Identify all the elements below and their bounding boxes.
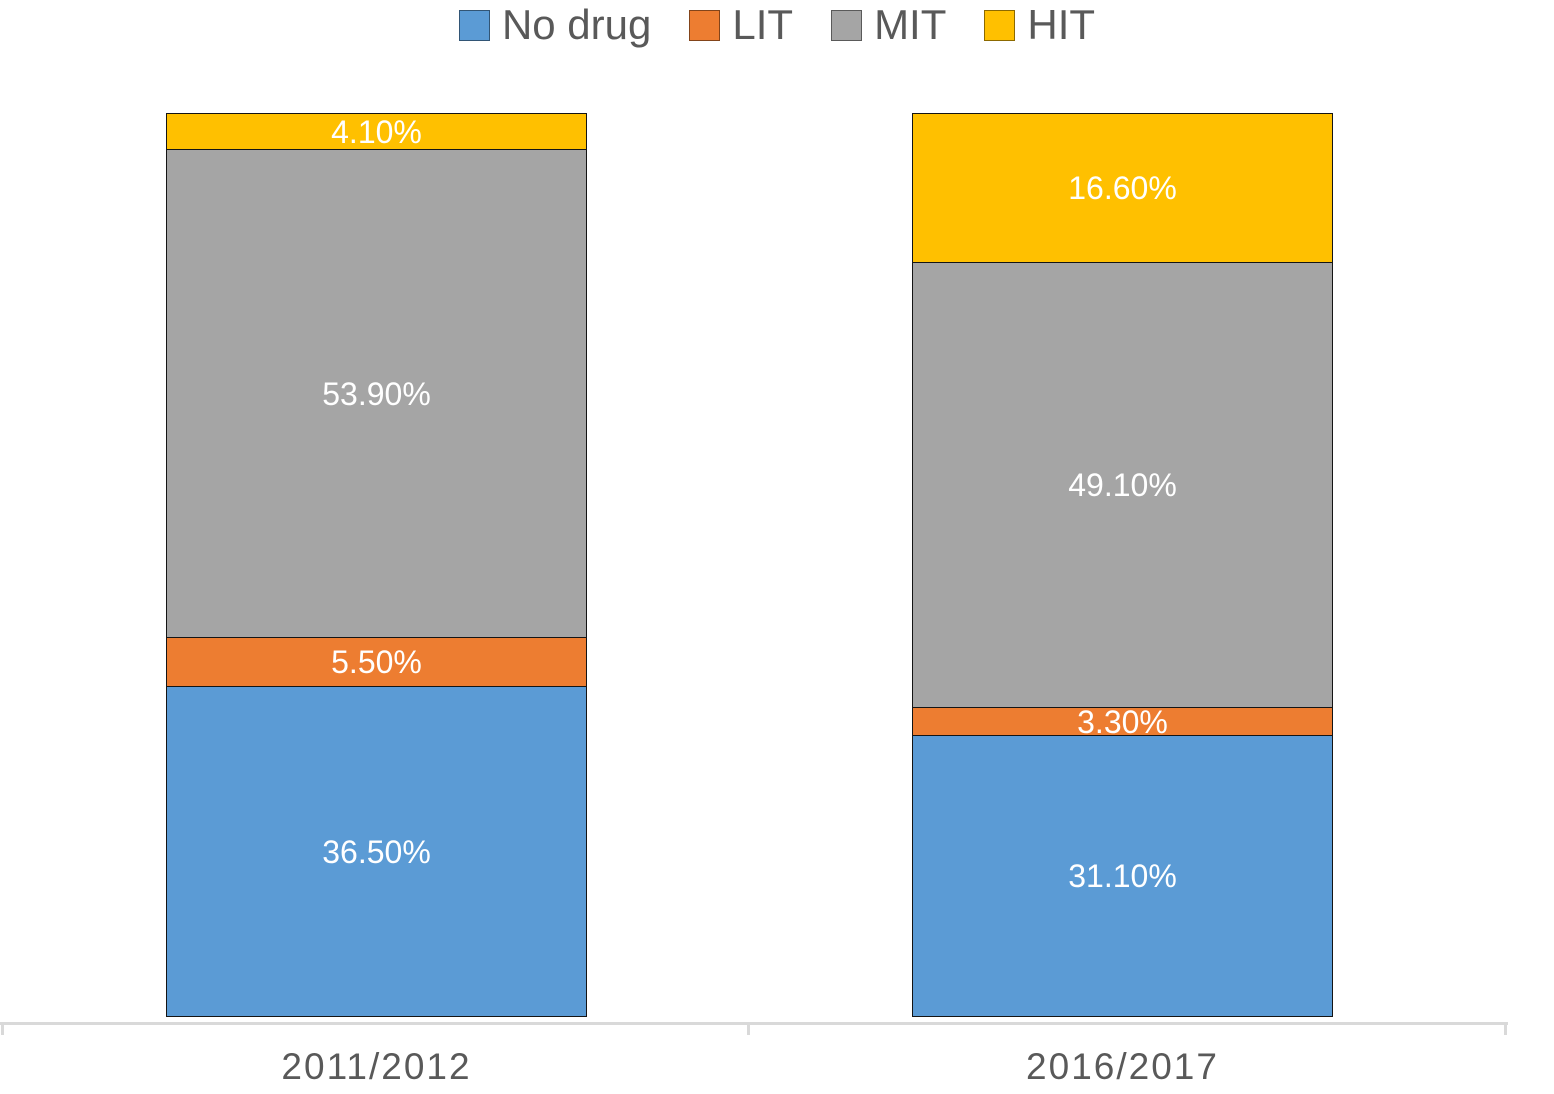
data-label: 31.10% [1068,858,1177,895]
data-label: 53.90% [322,375,431,412]
legend-item-no-drug: No drug [458,1,652,48]
legend-label: No drug [501,1,652,48]
data-label: 36.50% [322,833,431,870]
segment-no-drug-2016-2017: 31.10% [912,735,1333,1018]
x-axis-tick [1,1025,4,1035]
segment-hit-2011-2012: 4.10% [166,113,587,151]
data-label: 4.10% [331,113,422,150]
category-label: 2011/2012 [281,1046,472,1087]
data-label: 5.50% [331,644,422,681]
x-axis-line [0,1022,1508,1025]
legend-label: LIT [732,1,794,48]
segment-mit-2016-2017: 49.10% [912,262,1333,709]
legend-swatch-icon [689,9,721,41]
segment-hit-2016-2017: 16.60% [912,113,1333,264]
legend: No drug LIT MIT HIT [0,4,1554,46]
data-label: 3.30% [1077,703,1168,740]
legend-swatch-icon [458,9,490,41]
data-label: 49.10% [1068,467,1177,504]
data-label: 16.60% [1068,170,1177,207]
legend-label: HIT [1027,1,1096,48]
segment-no-drug-2011-2012: 36.50% [166,685,587,1018]
category-label: 2016/2017 [1026,1046,1219,1087]
x-axis-tick [1504,1025,1507,1035]
bar-2016-2017: 16.60% 49.10% 3.30% 31.10% [912,113,1333,1022]
legend-item-lit: LIT [689,4,793,46]
legend-label: MIT [874,1,947,48]
segment-lit-2016-2017: 3.30% [912,703,1333,740]
legend-item-hit: HIT [984,4,1095,46]
segment-mit-2011-2012: 53.90% [166,148,587,639]
legend-swatch-icon [984,9,1016,41]
bar-2011-2012: 4.10% 53.90% 5.50% 36.50% [166,113,587,1022]
x-axis-tick [747,1025,750,1035]
legend-swatch-icon [831,9,863,41]
legend-item-mit: MIT [831,4,946,46]
segment-lit-2011-2012: 5.50% [166,637,587,688]
